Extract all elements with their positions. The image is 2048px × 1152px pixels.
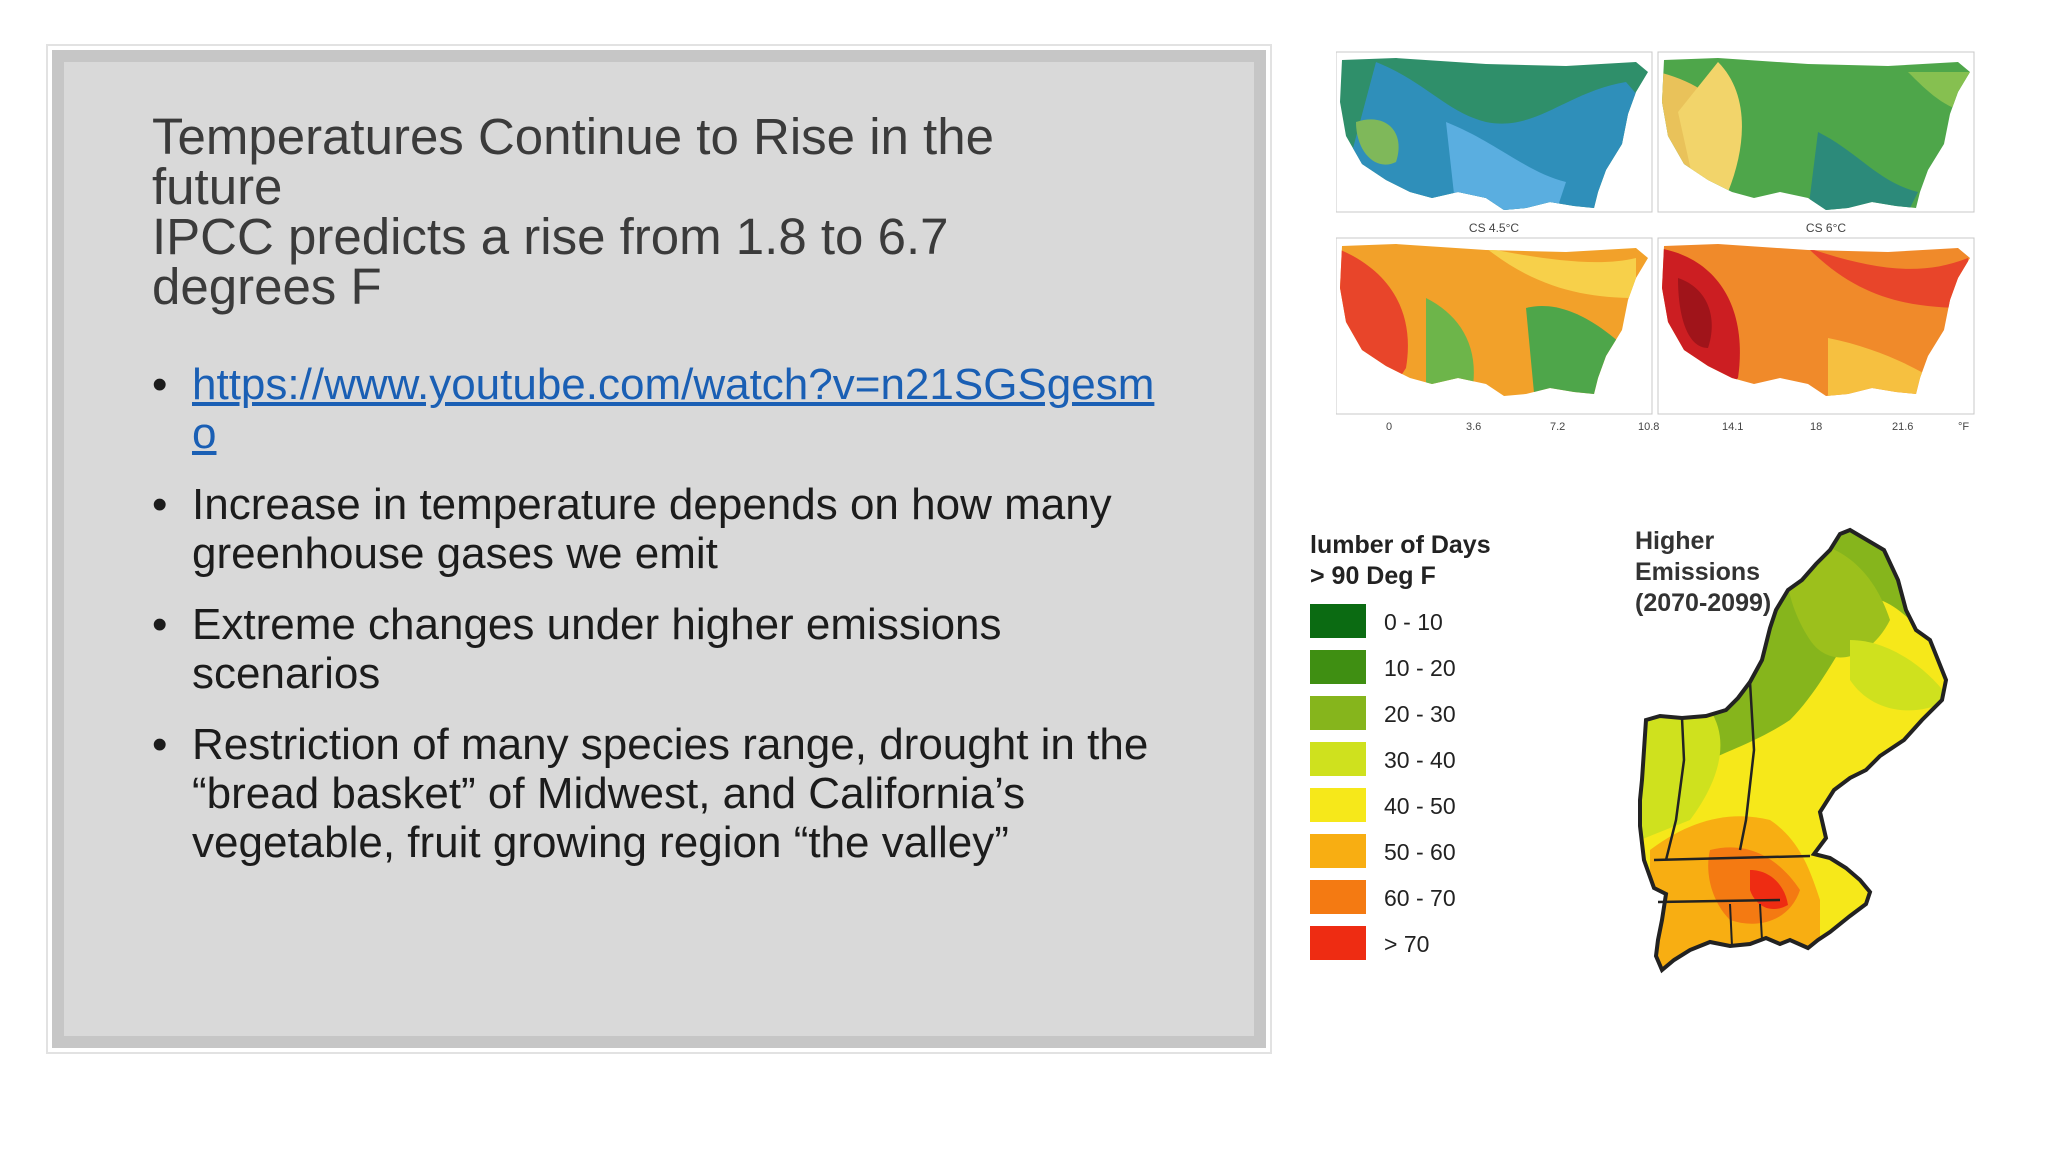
temperature-scale: 0 3.6 7.2 10.8 14.1 18 21.6 °F <box>1386 421 1969 433</box>
legend-swatch <box>1310 788 1366 822</box>
scenario-label-line: (2070-2099) <box>1635 589 1771 617</box>
map-panel-bottom-right <box>1657 237 1975 415</box>
scenario-label-line: Emissions <box>1635 558 1760 586</box>
legend-label: 30 - 40 <box>1384 747 1456 773</box>
legend-label: 20 - 30 <box>1384 701 1456 727</box>
panel-label: CS 6°C <box>1806 221 1846 235</box>
legend-label: 50 - 60 <box>1384 839 1456 865</box>
legend-label: 0 - 10 <box>1384 609 1443 635</box>
panel-label: CS 4.5°C <box>1469 221 1519 235</box>
us-temperature-maps: CS 4.5°C CS 6°C 0 3.6 7.2 10.8 14.1 18 2… <box>1336 51 1975 433</box>
scale-tick: 18 <box>1810 421 1822 433</box>
legend-label: 60 - 70 <box>1384 885 1456 911</box>
legend-swatch <box>1310 880 1366 914</box>
scale-tick: 10.8 <box>1638 421 1659 433</box>
legend-swatch <box>1310 650 1366 684</box>
title-line: degrees F <box>152 258 382 315</box>
scale-tick: 0 <box>1386 421 1392 433</box>
scale-tick: 21.6 <box>1892 421 1913 433</box>
scenario-label: Higher Emissions (2070-2099) <box>1635 527 1771 617</box>
legend-swatch <box>1310 834 1366 868</box>
new-england-heat-map: lumber of Days > 90 Deg F 0 - 10 10 - 20 2… <box>1310 527 1949 974</box>
legend: lumber of Days > 90 Deg F 0 - 10 10 - 20 2… <box>1310 531 1491 960</box>
legend-title-line: lumber of Days <box>1310 531 1491 559</box>
bullet-item: Extreme changes under higher emissions s… <box>152 600 1162 698</box>
legend-swatch <box>1310 696 1366 730</box>
title-line: Temperatures Continue to Rise in the <box>152 108 994 165</box>
scenario-label-line: Higher <box>1635 527 1714 555</box>
title-line: IPCC predicts a rise from 1.8 to 6.7 <box>152 208 949 265</box>
scale-tick: °F <box>1958 421 1969 433</box>
map-panel-bottom-left <box>1336 237 1653 415</box>
bullet-item-link: https://www.youtube.com/watch?v=n21SGSge… <box>152 360 1162 458</box>
legend-label: 40 - 50 <box>1384 793 1456 819</box>
bullet-item: Increase in temperature depends on how m… <box>152 480 1162 578</box>
bullet-item: Restriction of many species range, droug… <box>152 720 1162 867</box>
legend-swatch <box>1310 604 1366 638</box>
map-panel-top-left <box>1336 51 1653 213</box>
bullet-list: https://www.youtube.com/watch?v=n21SGSge… <box>152 360 1162 889</box>
legend-swatch <box>1310 742 1366 776</box>
map-panel-top-right <box>1657 51 1975 213</box>
legend-label: > 70 <box>1384 931 1429 957</box>
youtube-link[interactable]: https://www.youtube.com/watch?v=n21SGSge… <box>192 360 1155 458</box>
scale-tick: 3.6 <box>1466 421 1481 433</box>
slide-title: Temperatures Continue to Rise in the fut… <box>152 108 1112 315</box>
scale-tick: 7.2 <box>1550 421 1565 433</box>
legend-title-line: > 90 Deg F <box>1310 562 1436 590</box>
legend-label: 10 - 20 <box>1384 655 1456 681</box>
title-line: future <box>152 158 283 215</box>
legend-swatch <box>1310 926 1366 960</box>
scale-tick: 14.1 <box>1722 421 1743 433</box>
